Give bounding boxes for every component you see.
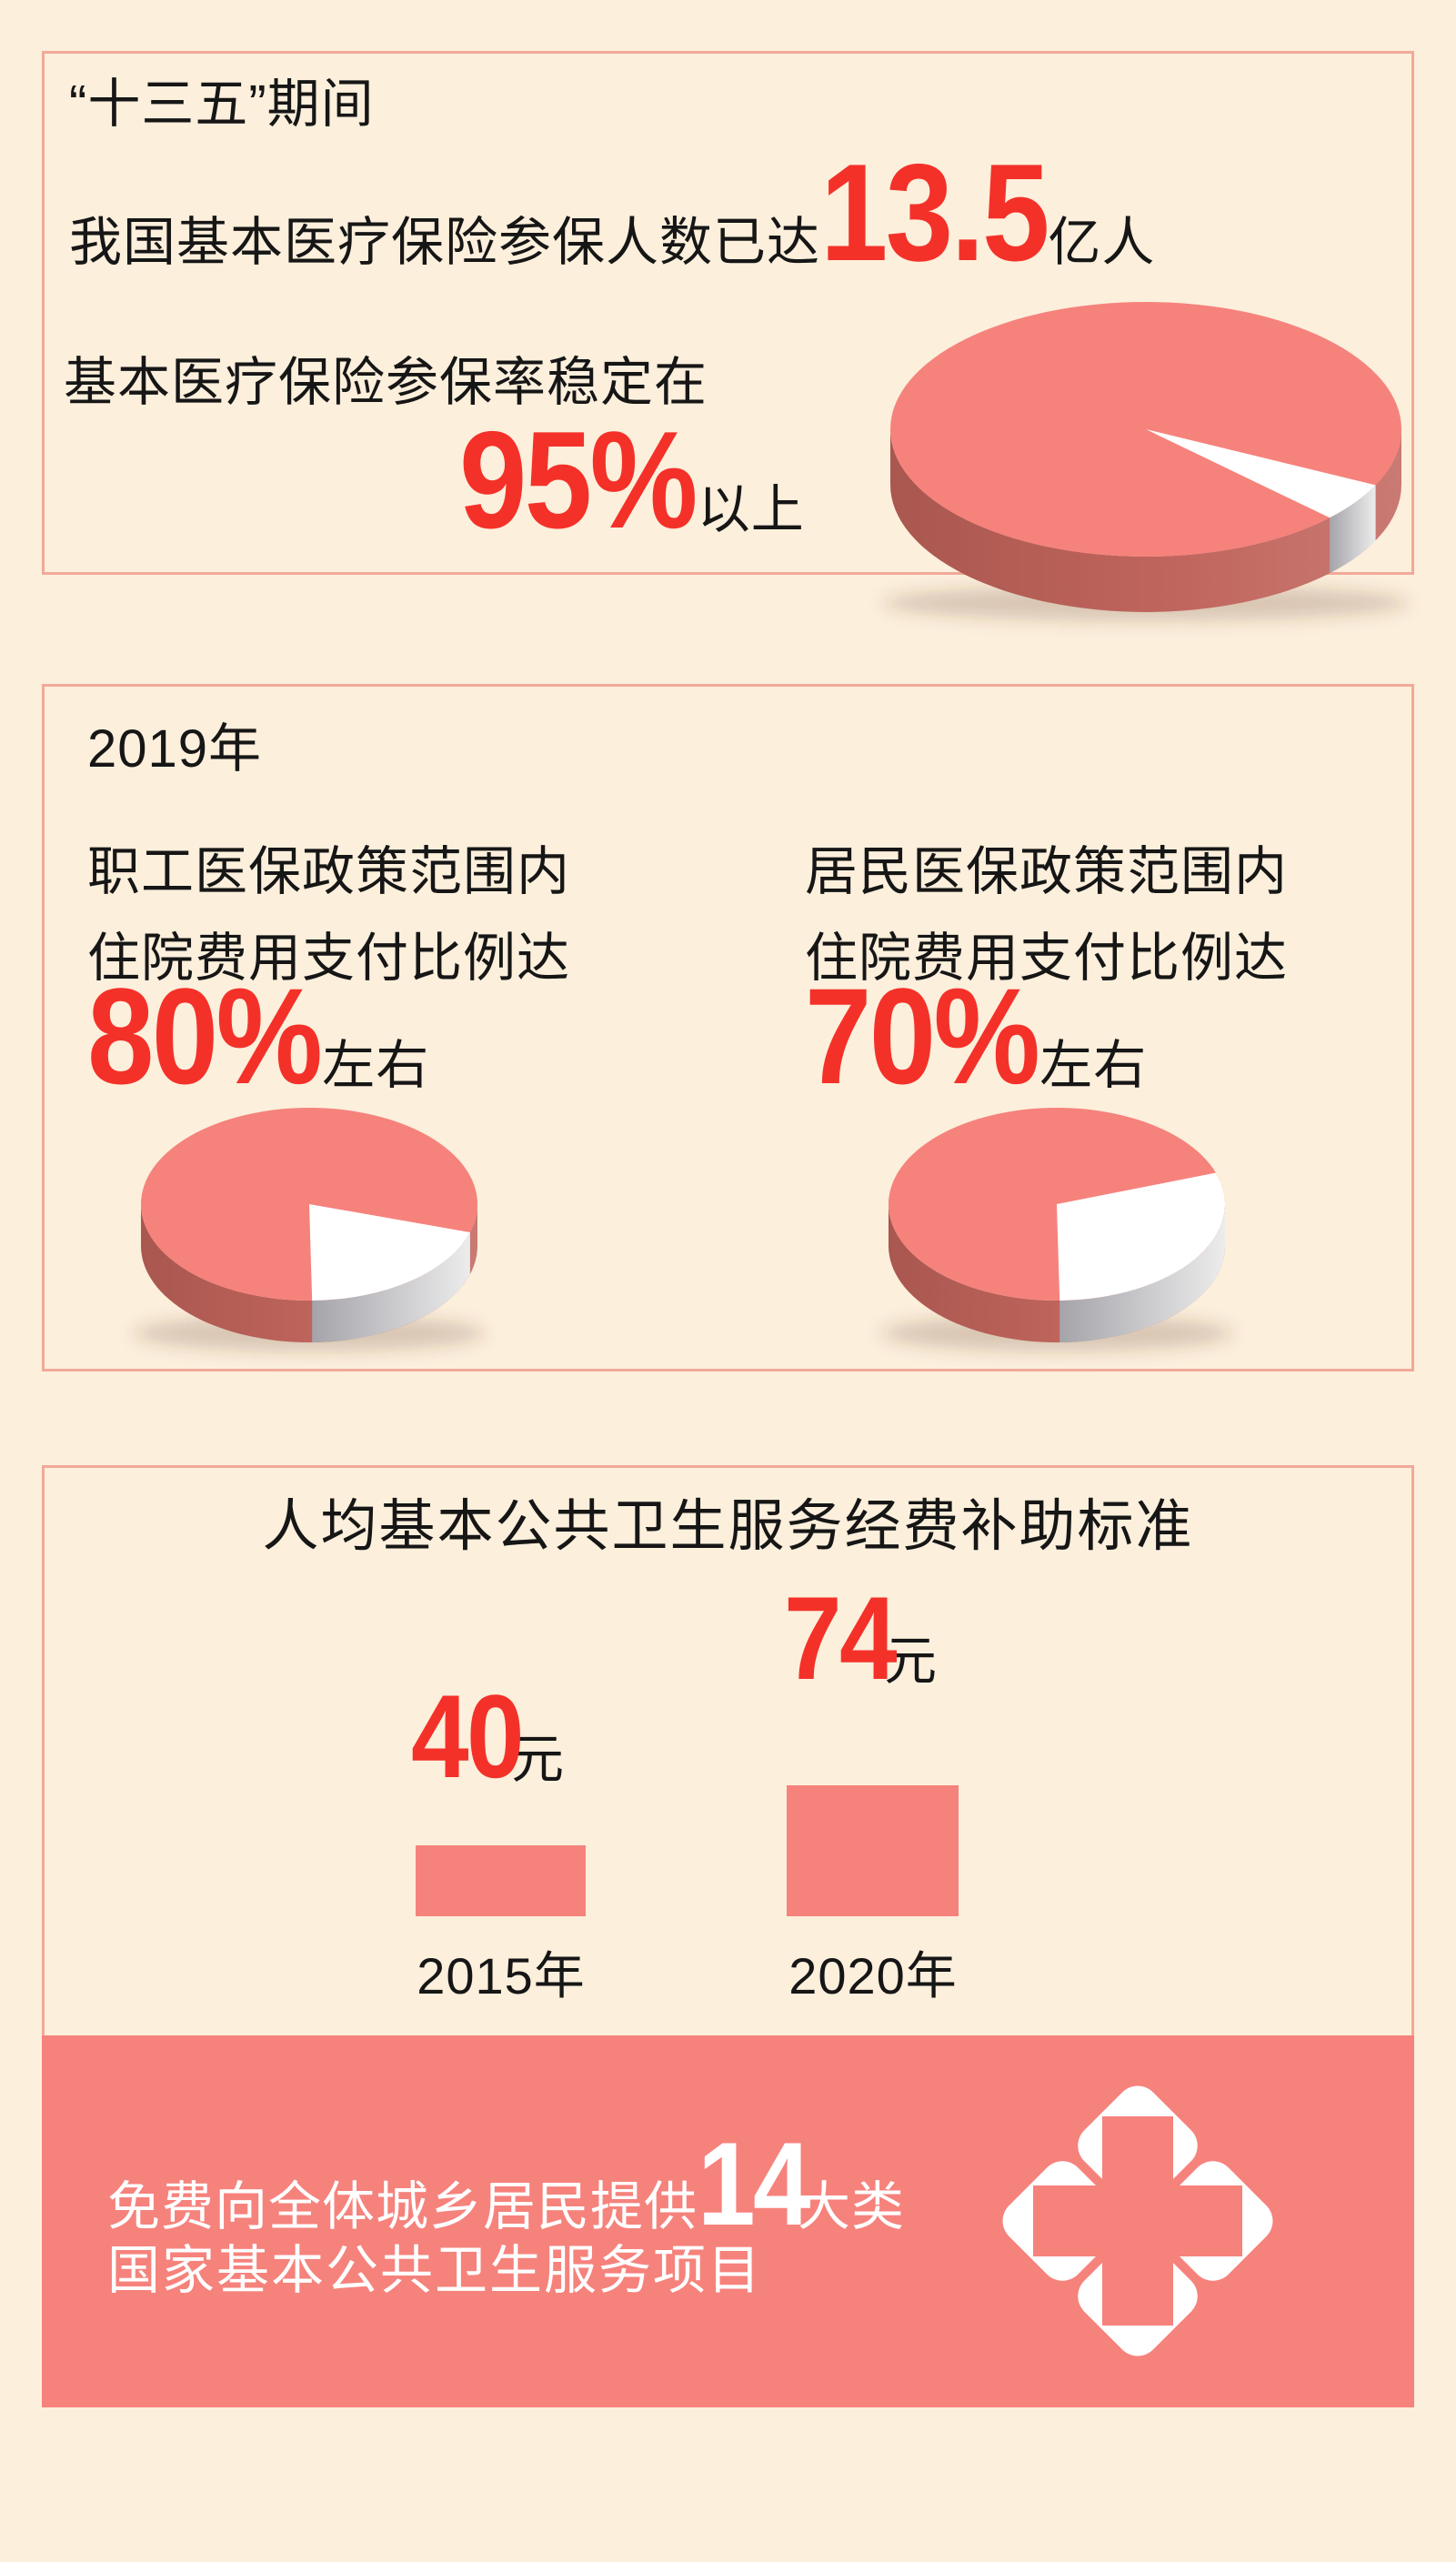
- resident-line2: 住院费用支付比例达: [805, 929, 1289, 988]
- banner-line1: 免费向全体城乡居民提供 14 大类: [107, 2125, 905, 2243]
- period-heading: “十三五”期间: [69, 75, 375, 134]
- employee-percent-line: 80% 左右: [87, 968, 429, 1104]
- employee-line2: 住院费用支付比例达: [87, 929, 571, 988]
- panel-insured-population: [42, 51, 1414, 575]
- banner-line2: 国家基本公共卫生服务项目: [107, 2241, 763, 2300]
- hospital-cross-icon: [993, 2076, 1282, 2366]
- insured-rate-line: 95% 以上: [459, 411, 805, 549]
- banner-line1-count: 14: [698, 2117, 811, 2250]
- resident-line1: 居民医保政策范围内: [805, 842, 1289, 901]
- year-heading: 2019年: [87, 719, 263, 779]
- bar-chart-title: 人均基本公共卫生服务经费补助标准: [262, 1495, 1194, 1558]
- insured-count-unit: 亿人: [1048, 213, 1156, 272]
- banner-line1-prefix: 免费向全体城乡居民提供: [107, 2177, 698, 2236]
- insured-rate-value: 95%: [459, 403, 698, 558]
- bar-2015: [416, 1845, 586, 1916]
- insured-count-value: 13.5: [820, 136, 1049, 290]
- bar-label-2020: 2020年: [788, 1947, 958, 2004]
- insured-count-prefix: 我国基本医疗保险参保人数已达: [69, 213, 821, 272]
- bar-value-2020: 74 元: [784, 1579, 938, 1697]
- resident-percent-suffix: 左右: [1039, 1036, 1148, 1095]
- panel-hospital-payment-ratio: [42, 684, 1414, 1371]
- bar-value-2015-unit: 元: [511, 1730, 566, 1789]
- insured-count-line: 我国基本医疗保险参保人数已达 13.5 亿人: [69, 144, 1155, 282]
- cross-icon-horizontal-bar: [1033, 2185, 1242, 2256]
- insured-rate-suffix: 以上: [697, 480, 805, 539]
- pie-chart-resident-payment: [881, 1108, 1232, 1351]
- bar-value-2020-unit: 元: [884, 1632, 939, 1691]
- resident-percent-value: 70%: [805, 959, 1040, 1112]
- employee-line1: 职工医保政策范围内: [87, 842, 571, 901]
- bar-value-2015: 40 元: [411, 1677, 565, 1795]
- insured-rate-prefix: 基本医疗保险参保率稳定在: [64, 353, 708, 412]
- pie-chart-insured-rate: [883, 302, 1409, 621]
- banner-line1-suffix: 大类: [798, 2177, 906, 2236]
- pie-chart-employee-payment: [134, 1108, 485, 1351]
- free-services-banner: 免费向全体城乡居民提供 14 大类 国家基本公共卫生服务项目: [42, 2035, 1414, 2407]
- bar-label-2015: 2015年: [417, 1947, 586, 2004]
- resident-percent-line: 70% 左右: [805, 968, 1147, 1104]
- bar-value-2020-number: 74: [784, 1572, 898, 1704]
- bar-value-2015-number: 40: [411, 1670, 525, 1803]
- employee-percent-value: 80%: [87, 959, 323, 1112]
- employee-percent-suffix: 左右: [322, 1036, 430, 1095]
- bar-2020: [787, 1785, 959, 1916]
